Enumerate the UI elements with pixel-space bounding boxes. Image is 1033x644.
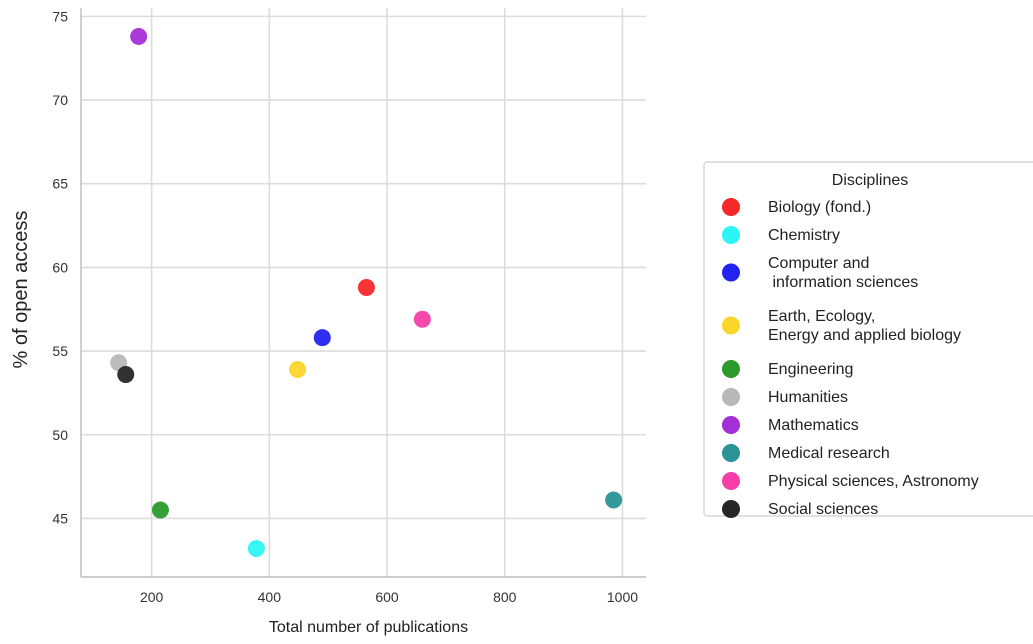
legend-label: Humanities: [768, 389, 848, 406]
y-tick-label: 70: [52, 92, 68, 108]
y-axis-label: % of open access: [10, 211, 32, 369]
legend-marker: [722, 263, 740, 282]
legend-label: Mathematics: [768, 417, 859, 434]
data-point: [313, 329, 331, 347]
y-tick-label: 45: [52, 510, 68, 526]
x-tick-label: 1000: [607, 589, 638, 605]
legend-marker: [722, 316, 740, 335]
data-point: [151, 501, 169, 519]
axes: 200 400 600 800 1000 45 50 55 60 65 70 75 Total numb…: [10, 8, 646, 636]
x-tick-label: 200: [140, 589, 164, 605]
data-point: [357, 278, 375, 296]
legend-marker: [722, 388, 740, 406]
data-point: [130, 27, 148, 45]
data-point: [413, 310, 431, 328]
legend-marker: [722, 198, 740, 216]
x-tick-label: 800: [493, 589, 517, 605]
data-point: [605, 491, 623, 509]
y-tick-label: 60: [52, 259, 68, 275]
x-tick-label: 600: [375, 589, 399, 605]
legend-label: Computer and information sciences: [768, 255, 918, 291]
legend-marker: [722, 360, 740, 378]
y-tick-label: 50: [52, 427, 68, 443]
y-tick-label: 75: [52, 8, 68, 24]
legend-label: Medical research: [768, 445, 890, 462]
legend-label: Chemistry: [768, 227, 840, 244]
legend-marker: [722, 472, 740, 490]
legend-marker: [722, 500, 740, 518]
data-point: [247, 540, 265, 558]
data-point: [289, 360, 307, 378]
legend-marker: [722, 226, 740, 244]
grid: [81, 8, 646, 577]
legend: Disciplines Biology (fond.) Chemistry Compu…: [703, 161, 1033, 518]
data-points: [110, 27, 623, 558]
legend-label: Earth, Ecology, Energy and applied biolog…: [768, 308, 961, 344]
legend-label: Physical sciences, Astronomy: [768, 473, 979, 490]
legend-title: Disciplines: [832, 172, 908, 189]
legend-marker: [722, 444, 740, 462]
x-axis-label: Total number of publications: [269, 619, 468, 636]
legend-box: [703, 161, 1033, 517]
data-point: [117, 366, 135, 384]
legend-label: Social sciences: [768, 501, 878, 518]
legend-label: Engineering: [768, 361, 853, 378]
y-tick-label: 65: [52, 176, 68, 192]
y-tick-label: 55: [52, 343, 68, 359]
legend-label: Biology (fond.): [768, 199, 871, 216]
x-tick-label: 400: [258, 589, 282, 605]
legend-marker: [722, 416, 740, 434]
